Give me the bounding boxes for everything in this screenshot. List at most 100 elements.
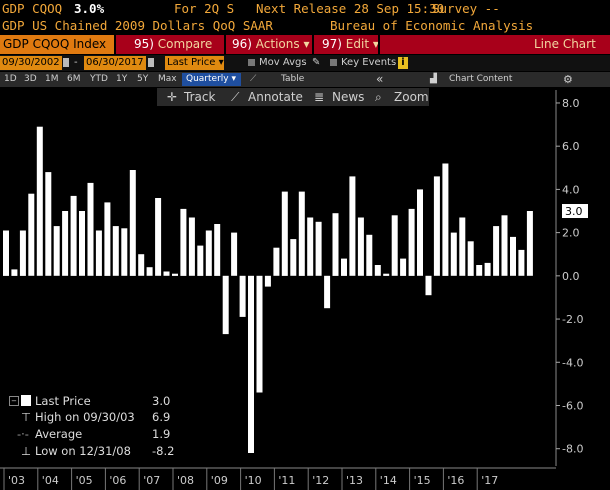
zoom-button[interactable]: Zoom — [394, 90, 429, 104]
menu-bar: GDP CQOQ Index 95) Compare 96) Actions ▾… — [0, 35, 610, 54]
security-description: GDP US Chained 2009 Dollars QoQ SAAR — [2, 18, 273, 33]
calendar-icon[interactable] — [148, 58, 154, 67]
actions-num: 96) — [232, 37, 252, 51]
line-chart-icon[interactable]: ⟋ — [250, 74, 257, 84]
bar — [104, 202, 111, 276]
y-tick-label: 0.0 — [562, 270, 580, 283]
key-events-label[interactable]: Key Events — [341, 57, 397, 68]
bar — [197, 245, 204, 276]
bar — [205, 230, 212, 276]
next-release: Next Release 28 Sep 15:30 — [256, 1, 445, 16]
chart-content-icon[interactable]: ▟ — [430, 74, 437, 84]
info-icon[interactable]: i — [398, 57, 408, 69]
mov-avgs-label[interactable]: Mov Avgs — [259, 57, 307, 68]
period-1d[interactable]: 1D — [4, 74, 17, 84]
x-tick-label: '17 — [481, 474, 498, 487]
period-5y[interactable]: 5Y — [137, 74, 149, 84]
x-tick-label: '09 — [211, 474, 228, 487]
bar — [442, 163, 449, 276]
bar — [36, 126, 43, 276]
legend-avg-row: -·- Average 1.9 — [7, 426, 177, 442]
series-swatch — [21, 395, 31, 406]
news-button[interactable]: News — [332, 90, 365, 104]
bar — [273, 247, 280, 276]
bar — [341, 258, 347, 276]
calendar-icon[interactable] — [63, 58, 69, 67]
price-field-select[interactable]: Last Price ▾ — [165, 56, 224, 70]
bar — [239, 275, 246, 317]
x-tick-label: '07 — [143, 474, 160, 487]
collapse-legend-icon[interactable]: − — [9, 396, 19, 406]
last-value-label: 3.0 — [565, 205, 583, 218]
bar — [391, 215, 398, 276]
table-button[interactable]: Table — [281, 74, 305, 84]
y-tick-label: 2.0 — [562, 227, 580, 240]
bar — [138, 254, 145, 276]
bar — [357, 217, 364, 276]
pencil-icon[interactable]: ✎ — [312, 57, 321, 68]
last-value-marker — [562, 204, 588, 219]
x-tick-label: '05 — [76, 474, 93, 487]
mov-avgs-checkbox[interactable] — [248, 59, 255, 66]
chart-view-label[interactable]: Line Chart — [534, 37, 596, 51]
bar — [121, 228, 128, 276]
news-icon: ≣ — [314, 90, 325, 104]
x-tick-label: '13 — [346, 474, 363, 487]
security-field[interactable]: GDP CQOQ Index — [0, 35, 114, 54]
legend-last-label: Last Price — [35, 394, 91, 408]
average-line-icon: -·- — [17, 427, 29, 441]
bar — [87, 182, 94, 276]
bar — [129, 170, 136, 276]
frequency-select[interactable]: Quarterly ▾ — [182, 73, 241, 86]
period-3d[interactable]: 3D — [24, 74, 37, 84]
period-ytd[interactable]: YTD — [90, 74, 108, 84]
period-1m[interactable]: 1M — [45, 74, 59, 84]
period-1y[interactable]: 1Y — [116, 74, 128, 84]
x-tick-label: '16 — [447, 474, 464, 487]
chart-content-button[interactable]: Chart Content — [449, 74, 513, 84]
end-date-field[interactable]: 06/30/2017 — [84, 56, 146, 70]
edit-num: 97) — [322, 37, 342, 51]
bar — [214, 224, 221, 276]
x-tick-label: '08 — [177, 474, 194, 487]
compare-label: Compare — [157, 37, 213, 51]
track-button[interactable]: Track — [184, 90, 216, 104]
frequency-label: Quarterly — [186, 74, 229, 84]
collapse-icon[interactable]: « — [376, 72, 384, 86]
bar — [180, 208, 187, 276]
start-date-field[interactable]: 09/30/2002 — [0, 56, 62, 70]
high-marker-icon: ⊤ — [21, 410, 32, 424]
bar — [188, 217, 195, 276]
bar — [53, 226, 60, 276]
annotate-button[interactable]: Annotate — [248, 90, 303, 104]
x-tick-label: '11 — [278, 474, 295, 487]
actions-menu[interactable]: 96) Actions ▾ — [232, 35, 309, 54]
zoom-icon: ⌕ — [375, 90, 382, 104]
bar — [248, 275, 254, 453]
key-events-checkbox[interactable] — [330, 59, 337, 66]
annotate-icon: ⟋ — [231, 90, 240, 104]
chart-legend: − Last Price 3.0 ⊤ High on 09/30/03 6.9 … — [7, 393, 177, 463]
x-axis: '03 '04 '05 '06 '07 '08 '09 '10 '11 '12 '13 '14 '15 '… — [0, 467, 556, 490]
survey-label: Survey -- — [432, 1, 500, 16]
y-tick-label: -8.0 — [562, 443, 583, 456]
edit-menu[interactable]: 97) Edit ▾ — [322, 35, 379, 54]
bar — [510, 236, 516, 276]
low-marker-icon: ⊥ — [21, 444, 32, 458]
period-6m[interactable]: 6M — [67, 74, 81, 84]
period-max[interactable]: Max — [158, 74, 177, 84]
bar — [3, 230, 9, 276]
bar — [11, 269, 18, 276]
compare-menu[interactable]: 95) Compare — [134, 35, 212, 54]
description-row: GDP US Chained 2009 Dollars QoQ SAAR Bur… — [0, 17, 610, 34]
bar — [45, 172, 52, 276]
ticker-label: GDP CQOQ — [2, 1, 63, 16]
legend-high-row: ⊤ High on 09/30/03 6.9 — [7, 409, 177, 425]
legend-last-row: − Last Price 3.0 — [7, 393, 177, 409]
gear-icon[interactable]: ⚙ — [563, 73, 573, 86]
menu-separator — [312, 35, 314, 54]
price-field-label: Last Price — [167, 57, 216, 68]
last-value: 3.0% — [74, 1, 105, 16]
bar — [493, 226, 500, 276]
bar — [307, 217, 314, 276]
